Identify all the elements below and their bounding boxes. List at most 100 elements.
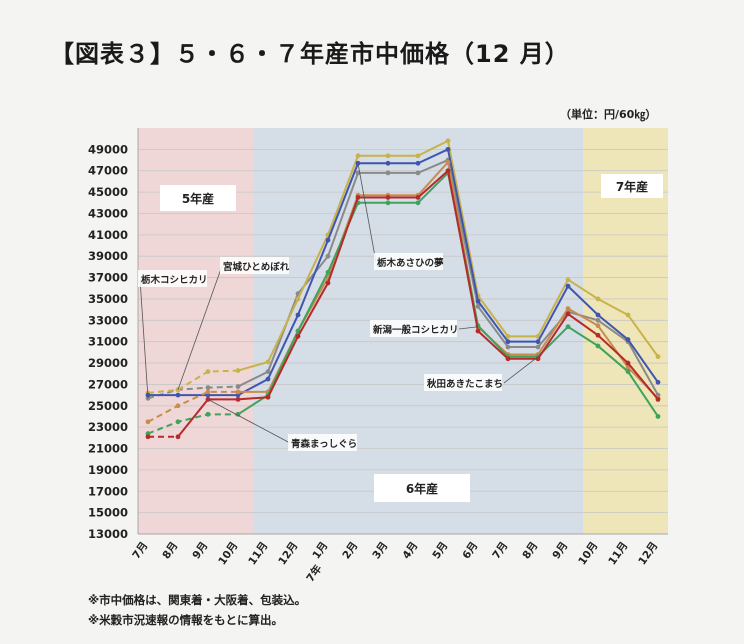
- data-point: [325, 269, 331, 275]
- region-label-box: [601, 174, 663, 198]
- y-tick-label: 35000: [88, 292, 128, 306]
- chart-title: 【図表３】５・６・７年産市中価格（12 月）: [50, 40, 570, 68]
- x-tick-label: 9月: [550, 540, 570, 561]
- data-point: [565, 306, 571, 311]
- x-tick-label: 12月: [276, 540, 300, 567]
- data-point: [625, 312, 631, 318]
- x-tick-label: 7月: [490, 540, 510, 561]
- data-point: [385, 153, 391, 159]
- data-point: [415, 153, 421, 159]
- data-point: [205, 385, 211, 391]
- data-point: [415, 170, 421, 176]
- data-point: [565, 277, 571, 283]
- region-label: 6年産: [406, 481, 438, 496]
- footnote-source: ※米穀市況速報の情報をもとに算出。: [88, 613, 283, 627]
- x-tick-label: 6月: [460, 540, 480, 561]
- x-tick-label: 1月: [310, 540, 330, 561]
- x-year-label: 7年: [304, 562, 325, 584]
- data-point: [655, 379, 661, 385]
- data-point: [205, 369, 211, 374]
- annotation-bg: [370, 320, 457, 337]
- y-tick-label: 45000: [88, 185, 128, 199]
- data-point: [265, 376, 271, 382]
- series-line-dashed: [147, 369, 239, 394]
- data-point: [505, 344, 511, 350]
- data-point: [475, 298, 481, 304]
- data-point: [595, 332, 601, 338]
- y-tick-label: 31000: [88, 335, 128, 349]
- data-point: [325, 237, 331, 243]
- data-point: [415, 200, 421, 206]
- y-tick-label: 17000: [88, 484, 128, 498]
- y-tick-label: 39000: [88, 249, 128, 263]
- data-point: [445, 146, 451, 152]
- x-tick-label: 10月: [216, 540, 240, 567]
- data-point: [595, 296, 601, 302]
- annotation-label: 青森まっしぐら: [291, 438, 357, 450]
- data-point: [235, 389, 241, 395]
- data-point: [265, 394, 271, 400]
- data-point: [265, 369, 271, 374]
- data-point: [175, 403, 181, 409]
- y-tick-label: 23000: [88, 420, 128, 434]
- data-point: [145, 419, 151, 425]
- series-line-dashed: [147, 390, 238, 423]
- annotation-leader: [503, 356, 539, 384]
- x-tick-label: 4月: [400, 540, 420, 561]
- data-point: [205, 411, 211, 417]
- annotation-label: 栃木コシヒカリ: [141, 274, 208, 286]
- data-point: [505, 356, 511, 362]
- unit-label: （単位：円/60㎏）: [560, 108, 657, 121]
- data-point: [205, 389, 211, 395]
- series-line: [148, 147, 659, 397]
- data-point: [475, 304, 481, 309]
- data-point: [445, 138, 451, 144]
- data-point: [535, 344, 541, 350]
- annotation-label: 宮城ひとめぼれ: [223, 261, 290, 273]
- data-point: [565, 324, 571, 330]
- y-tick-label: 33000: [88, 313, 128, 327]
- data-point: [415, 160, 421, 166]
- data-point: [385, 200, 391, 206]
- x-tick-label: 9月: [190, 540, 210, 561]
- data-point: [595, 323, 601, 329]
- annotation-label: 秋田あきたこまち: [426, 378, 503, 390]
- y-tick-label: 41000: [88, 228, 128, 242]
- data-point: [295, 312, 301, 318]
- data-point: [235, 368, 241, 373]
- y-tick-label: 43000: [88, 206, 128, 220]
- region-label: 7年産: [616, 179, 648, 194]
- data-point: [595, 317, 601, 323]
- data-point: [625, 369, 631, 374]
- data-point: [595, 312, 601, 318]
- data-point: [355, 153, 361, 159]
- y-tick-label: 29000: [88, 356, 128, 370]
- x-tick-label: 11月: [246, 540, 270, 567]
- annotation-bg: [288, 434, 357, 451]
- annotation-leader: [458, 326, 479, 330]
- annotation-leader: [139, 278, 149, 399]
- region-label-box: [160, 185, 236, 211]
- data-point: [385, 195, 391, 200]
- x-tick-label: 11月: [606, 540, 630, 567]
- region-label: 5年産: [182, 191, 214, 206]
- footnote-price: ※市中価格は、関東着・大阪着、包装込。: [88, 593, 307, 607]
- data-point: [655, 354, 661, 360]
- region-label-box: [374, 474, 470, 502]
- data-point: [445, 159, 451, 165]
- data-point: [505, 339, 511, 345]
- x-tick-label: 12月: [636, 540, 660, 567]
- annotation-bg: [220, 257, 289, 274]
- y-tick-label: 15000: [88, 506, 128, 520]
- x-tick-label: 8月: [520, 540, 540, 561]
- x-tick-label: 8月: [160, 540, 180, 561]
- data-point: [625, 337, 631, 342]
- x-tick-label: 7月: [130, 540, 150, 561]
- x-tick-label: 3月: [370, 540, 390, 561]
- annotation-bg: [424, 374, 502, 391]
- series-line-dashed: [147, 385, 239, 400]
- annotation-leader: [177, 265, 223, 390]
- data-point: [505, 333, 511, 339]
- data-point: [235, 396, 241, 402]
